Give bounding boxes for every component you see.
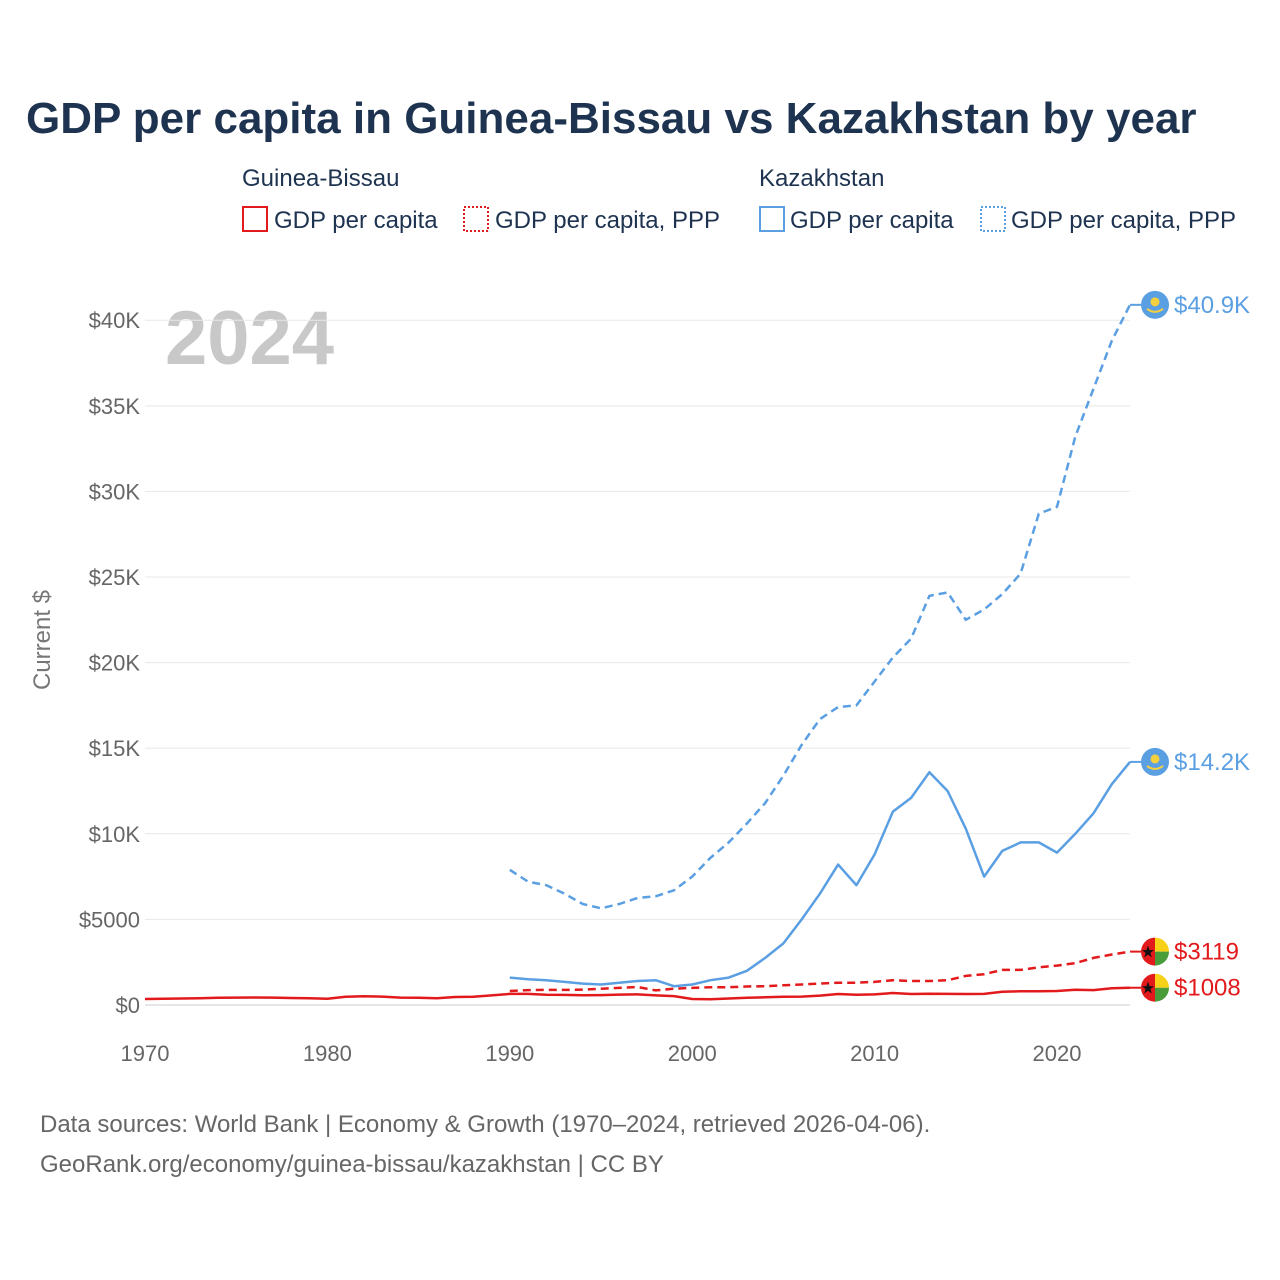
legend-label-kz-gdp[interactable]: GDP per capita [790, 207, 954, 234]
legend-swatch-gb-gdp[interactable] [242, 206, 268, 232]
end-value-label: $3119 [1174, 939, 1239, 966]
flag-kazakhstan-icon [1141, 290, 1169, 319]
x-tick-label: 2020 [1033, 1041, 1082, 1066]
legend-swatch-gb-ppp[interactable] [463, 206, 489, 232]
end-value-label: $14.2K [1174, 749, 1250, 776]
end-value-label: $40.9K [1174, 292, 1250, 319]
y-tick-label: $20K [89, 651, 141, 676]
footer-sources: Data sources: World Bank | Economy & Gro… [40, 1111, 930, 1138]
legend-group-kazakhstan: Kazakhstan [759, 165, 884, 192]
flag-guinea-bissau-icon [1141, 937, 1169, 966]
legend: Guinea-Bissau GDP per capita GDP per cap… [242, 165, 1236, 234]
gridlines [145, 319, 1130, 1006]
y-tick-label: $15K [89, 736, 141, 761]
legend-label-gb-gdp[interactable]: GDP per capita [274, 207, 438, 234]
y-tick-label: $10K [89, 822, 141, 847]
x-tick-label: 1990 [485, 1041, 534, 1066]
y-tick-label: $0 [116, 993, 140, 1018]
series-line-2[interactable] [509, 761, 1131, 988]
x-tick-label: 2000 [668, 1041, 717, 1066]
flag-guinea-bissau-icon [1141, 973, 1169, 1002]
series-line-0[interactable] [144, 986, 1131, 1001]
x-tick-label: 1980 [303, 1041, 352, 1066]
y-axis-ticks: $0 $5000 $10K $15K $20K $25K $30K $35K $40K [79, 308, 141, 1018]
footer-attribution: GeoRank.org/economy/guinea-bissau/kazakh… [40, 1151, 664, 1178]
y-tick-label: $30K [89, 479, 141, 504]
end-markers: $1008 $3119 $14.2K $40.9K [1130, 290, 1250, 1002]
legend-label-gb-ppp[interactable]: GDP per capita, PPP [495, 207, 720, 234]
legend-label-kz-ppp[interactable]: GDP per capita, PPP [1011, 207, 1236, 234]
x-tick-label: 2010 [850, 1041, 899, 1066]
legend-swatch-kz-ppp[interactable] [980, 206, 1006, 232]
series-lines [144, 304, 1132, 1001]
y-tick-label: $5000 [79, 907, 140, 932]
y-tick-label: $25K [89, 565, 141, 590]
flag-kazakhstan-icon [1141, 747, 1169, 776]
y-tick-label: $35K [89, 394, 141, 419]
series-line-3[interactable] [509, 304, 1132, 910]
end-value-label: $1008 [1174, 975, 1241, 1002]
y-tick-label: $40K [89, 308, 141, 333]
y-axis-title: Current $ [29, 590, 56, 690]
year-watermark: 2024 [165, 296, 334, 381]
x-tick-label: 1970 [121, 1041, 170, 1066]
chart-title: GDP per capita in Guinea-Bissau vs Kazak… [26, 94, 1197, 143]
x-axis-ticks: 1970 1980 1990 2000 2010 2020 [121, 1041, 1082, 1066]
legend-group-guinea-bissau: Guinea-Bissau [242, 165, 399, 192]
legend-swatch-kz-gdp[interactable] [759, 206, 785, 232]
